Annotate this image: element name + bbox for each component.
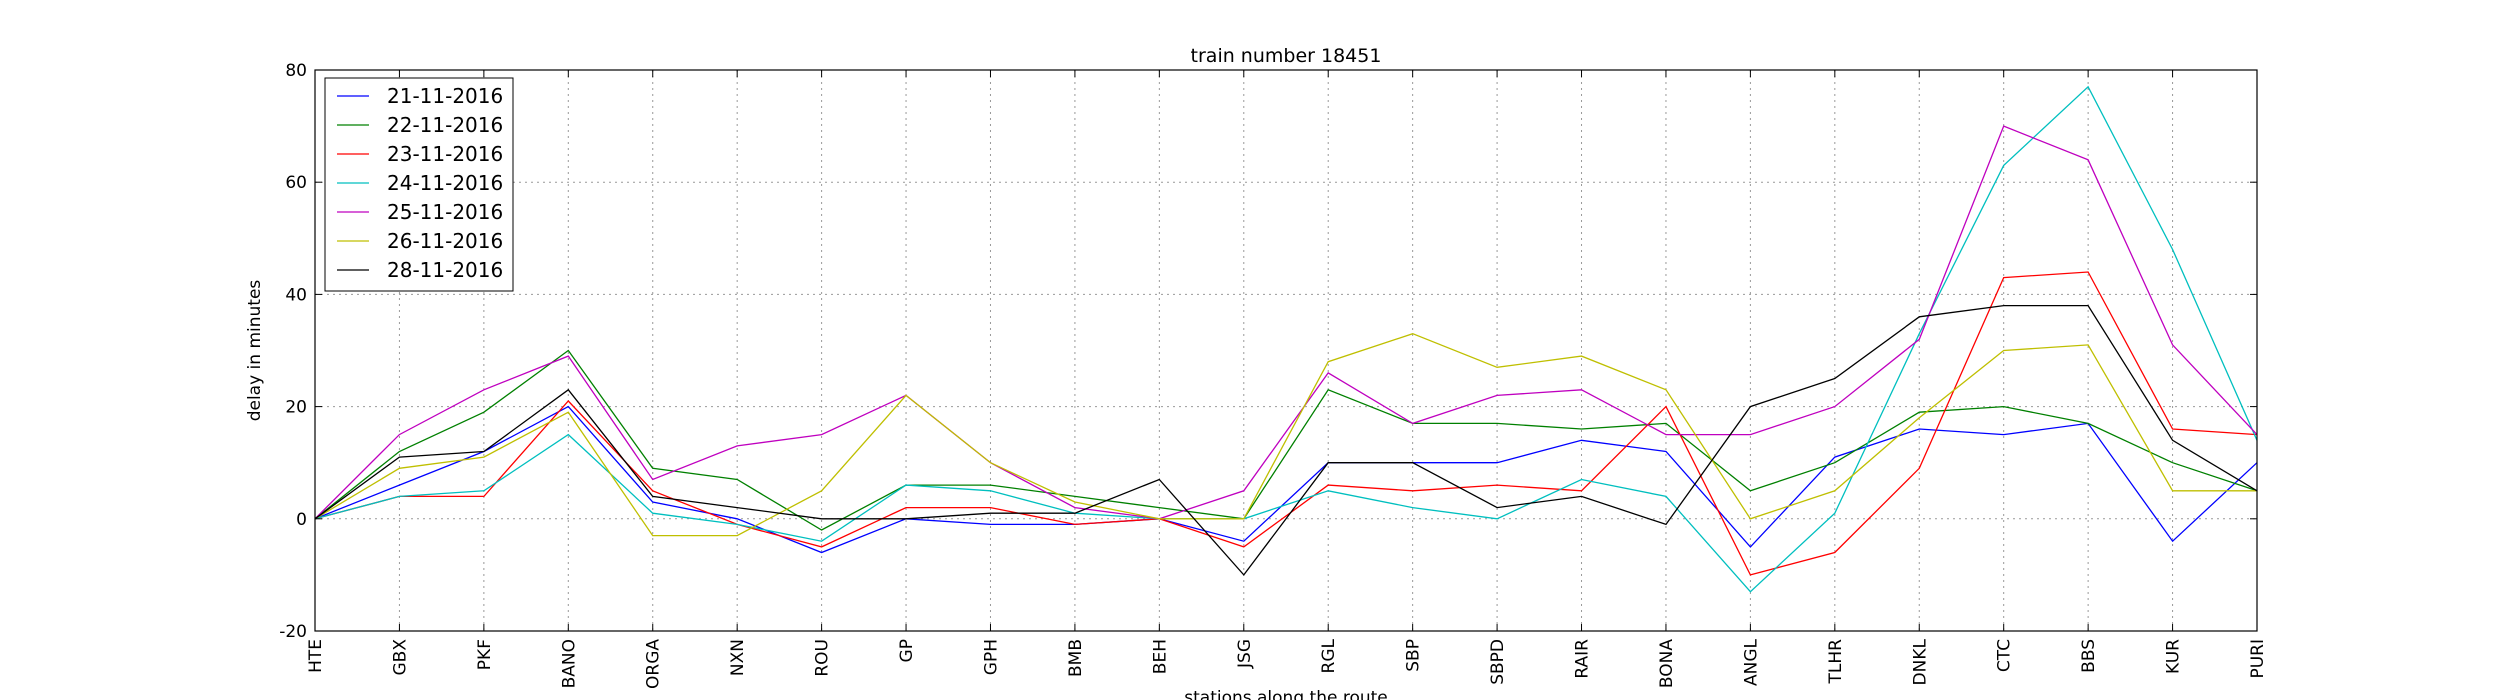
x-tick-label: BANO [559,639,579,688]
x-tick-label: GPH [981,639,1001,675]
y-axis-label: delay in minutes [245,280,265,422]
x-tick-label: KUR [2164,639,2184,674]
legend-label: 26-11-2016 [387,229,503,253]
legend-box [324,77,514,292]
x-tick-label: RAIR [1573,639,1593,679]
x-tick-label: JSG [1235,639,1255,669]
series-line-26-11-2016 [314,333,2257,537]
x-tick-label: GP [897,639,917,662]
grid [315,70,2257,631]
y-tick-label: 80 [285,61,307,81]
legend-label: 24-11-2016 [387,171,503,195]
legend-label: 22-11-2016 [387,113,503,137]
x-tick-label: SBPD [1488,639,1508,685]
x-tick-label: CTC [1995,639,2015,672]
series-lines [314,85,2258,593]
series-line-21-11-2016 [314,405,2258,554]
y-tick-label: -20 [279,622,307,642]
x-tick-label: BONA [1657,639,1677,688]
x-tick-label: ANGL [1741,638,1761,686]
series-line-28-11-2016 [314,304,2258,576]
legend-label: 25-11-2016 [387,200,503,224]
legend: 21-11-2016 22-11-2016 23-11-2016 24-11-2016… [324,77,514,292]
legend-label: 28-11-2016 [387,258,503,282]
axis-ticks: -20 0 20 40 60 80 HTE GBX PKF BANO ORGA NXN ROU GP GPH… [279,61,2268,689]
x-tick-label: GBX [390,639,410,676]
x-axis-label: stations along the route [1184,688,1388,700]
legend-label: 21-11-2016 [387,84,503,108]
series-line-23-11-2016 [314,271,2258,576]
series-line-22-11-2016 [314,349,2258,531]
x-tick-label: BBS [2079,639,2099,673]
x-tick-label: ORGA [644,639,664,689]
x-tick-label: NXN [728,639,748,676]
x-tick-label: TLHR [1826,639,1846,685]
x-tick-label: PKF [475,639,495,670]
x-tick-label: BEH [1150,639,1170,674]
x-tick-label: ROU [813,639,833,677]
x-tick-label: RGL [1319,638,1339,673]
series-line-24-11-2016 [314,85,2258,593]
x-tick-label: SBP [1404,639,1424,672]
legend-label: 23-11-2016 [387,142,503,166]
y-tick-label: 20 [285,398,307,418]
chart-title: train number 18451 [1191,45,1382,67]
y-tick-label: 60 [285,173,307,193]
y-tick-label: 0 [296,510,307,530]
plot-area-frame [314,69,2258,632]
series-line-25-11-2016 [314,125,2258,520]
y-tick-label: 40 [285,285,307,305]
x-tick-label: BMB [1066,639,1086,677]
x-tick-label: PURI [2248,639,2268,679]
x-tick-label: DNKL [1910,638,1930,685]
x-tick-label: HTE [306,639,326,673]
